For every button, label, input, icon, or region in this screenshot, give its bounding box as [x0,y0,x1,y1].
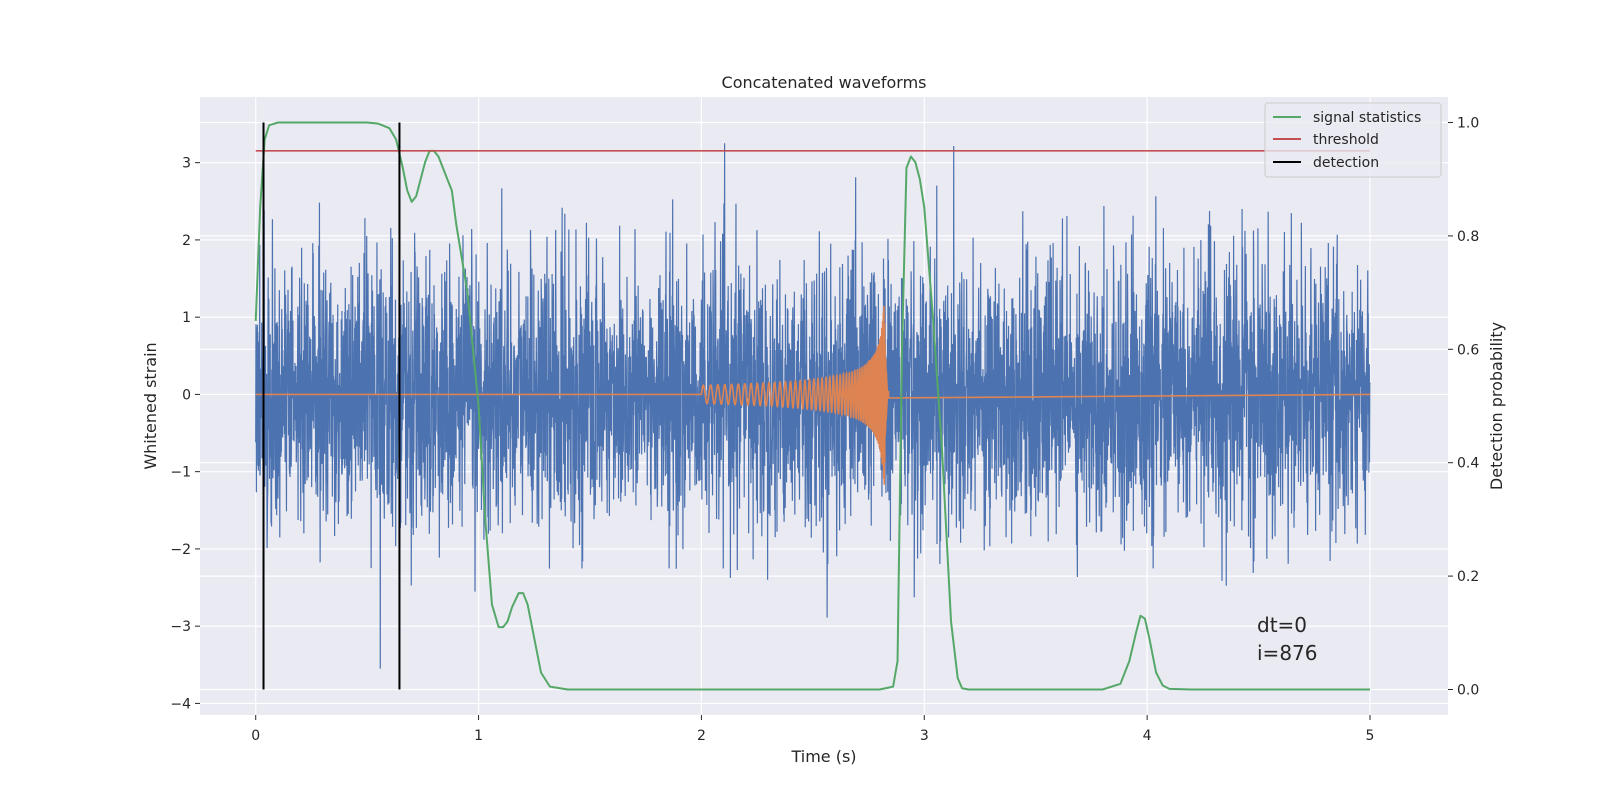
noise-series-layer [255,143,1371,669]
y-tick-label: 2 [182,233,191,249]
left-axis-ticks: −4 −3 −2 −1 0 1 2 3 [170,156,200,712]
x-tick-label: 0 [251,728,260,744]
chirp-template-line [255,305,1371,485]
x-tick-label: 5 [1366,728,1375,744]
chart-title: Concatenated waveforms [722,73,927,92]
x-tick-label: 2 [697,728,706,744]
x-axis-ticks: 0 1 2 3 4 5 [251,715,1374,744]
y2-axis-label: Detection probability [1487,322,1506,490]
y-tick-label: −1 [170,465,191,481]
y-tick-label: 0 [182,387,191,403]
y2-tick-label: 0.0 [1457,682,1479,698]
y2-tick-label: 0.2 [1457,569,1479,585]
legend-box [1264,102,1442,178]
signal-statistics-line [254,121,1370,691]
y-tick-label: 3 [182,156,191,172]
x-tick-label: 4 [1143,728,1152,744]
detection-layer [262,122,401,690]
annotation-index: i=876 [1257,641,1318,665]
legend-label-signal-statistics: signal statistics [1313,110,1421,126]
annotation-dt: dt=0 [1257,613,1307,637]
x-axis-label: Time (s) [790,747,856,766]
y-tick-label: −2 [170,542,191,558]
strain-noise-line [255,143,1371,669]
legend-label-detection: detection [1313,155,1379,171]
y2-tick-label: 0.8 [1457,229,1479,245]
y2-tick-label: 1.0 [1457,116,1479,132]
y2-tick-label: 0.6 [1457,342,1479,358]
x-tick-label: 3 [920,728,929,744]
legend: signal statistics threshold detection [1264,102,1442,178]
y-axis-label: Whitened strain [141,342,160,469]
y2-tick-label: 0.4 [1457,456,1479,472]
y-tick-label: −3 [170,619,191,635]
x-tick-label: 1 [474,728,483,744]
signal-statistics-layer [254,121,1370,691]
y-tick-label: 1 [182,310,191,326]
right-axis-ticks: 0.0 0.2 0.4 0.6 0.8 1.0 [1448,116,1479,698]
legend-label-threshold: threshold [1313,132,1379,148]
y-tick-label: −4 [170,696,191,712]
chirp-series-layer [255,305,1371,485]
